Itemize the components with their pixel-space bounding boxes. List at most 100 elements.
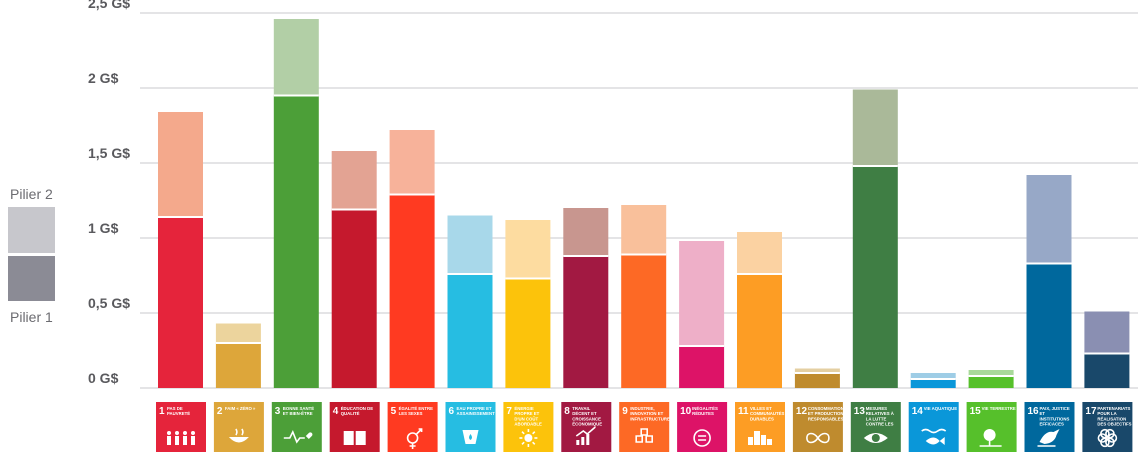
sdg-label-line: TRAVAIL bbox=[572, 406, 590, 411]
sdg-badge-14: 14 VIE AQUATIQUE bbox=[908, 402, 959, 452]
tree-crown bbox=[983, 429, 996, 441]
sdg-badge-tile bbox=[677, 402, 728, 452]
y-tick-label: 0 G$ bbox=[88, 370, 119, 386]
bar-pilier-1-sdg-5 bbox=[389, 194, 435, 388]
sdg-number: 6 bbox=[449, 406, 455, 417]
infinity-icon bbox=[806, 432, 830, 444]
y-tick-label: 2,5 G$ bbox=[88, 0, 130, 11]
bar-pilier-2-sdg-11 bbox=[737, 232, 782, 274]
bar-pilier-1-sdg-11 bbox=[737, 274, 782, 388]
figure-head bbox=[183, 431, 187, 435]
waves bbox=[921, 428, 947, 434]
sdg-number: 16 bbox=[1028, 406, 1040, 417]
sdg-number: 4 bbox=[333, 406, 339, 417]
sdg-label-line: INSTITUTIONS bbox=[1040, 416, 1070, 421]
figure-body bbox=[183, 436, 187, 445]
bar-pilier-2-sdg-14 bbox=[910, 373, 956, 379]
equal-icon bbox=[693, 429, 711, 447]
sdg-number: 3 bbox=[275, 406, 281, 417]
sdg-label-line: EAU PROPRE ET bbox=[457, 406, 492, 411]
bar-pilier-2-sdg-2 bbox=[215, 323, 261, 343]
legend-swatch-pilier-1 bbox=[8, 256, 55, 301]
fish bbox=[925, 437, 945, 445]
sdg-number: 11 bbox=[738, 406, 749, 417]
sdg-number: 10 bbox=[680, 406, 692, 417]
growth-chart-icon bbox=[575, 426, 596, 445]
heartbeat-icon bbox=[283, 430, 313, 444]
buildings bbox=[748, 431, 772, 445]
sdg-number: 14 bbox=[912, 406, 924, 417]
legend-swatch-pilier-2 bbox=[8, 207, 55, 253]
gender-icon bbox=[406, 428, 423, 449]
figure-head bbox=[191, 431, 195, 435]
bars bbox=[158, 19, 1130, 388]
sdg-label-line: VIE TERRESTRE bbox=[982, 406, 1016, 411]
sdg-label-line: ASSAINISSEMENT bbox=[457, 411, 496, 416]
sdg-badge-tile bbox=[329, 402, 380, 452]
sdg-number: 7 bbox=[506, 406, 512, 417]
sdg-label-line: LA LUTTE bbox=[866, 416, 887, 421]
sdg-label-line: ÉGALITÉ ENTRE bbox=[399, 406, 434, 411]
bar-pilier-2-sdg-12 bbox=[794, 368, 840, 373]
sdg-label-line: FAIM « ZÉRO » bbox=[225, 406, 256, 411]
sdg-label-line: DÉCENT ET bbox=[572, 411, 597, 416]
sdg-badge-2: 2 FAIM « ZÉRO » bbox=[213, 402, 264, 452]
bar-pilier-1-sdg-4 bbox=[331, 209, 377, 388]
bar-pilier-2-sdg-3 bbox=[273, 19, 319, 96]
sun-ray bbox=[521, 441, 525, 445]
sdg-number: 8 bbox=[564, 406, 570, 417]
sdg-label-line: D'UN COÛT bbox=[514, 416, 538, 421]
bar-pilier-1-sdg-3 bbox=[273, 95, 319, 388]
y-axis-ticks: 0 G$ 0,5 G$ 1 G$ 1,5 G$ 2 G$ 2,5 G$ bbox=[88, 0, 130, 386]
equal-ring bbox=[693, 429, 711, 447]
bar-pilier-1-sdg-7 bbox=[505, 278, 551, 388]
bar-pilier-2-sdg-1 bbox=[158, 112, 203, 217]
cubes-icon bbox=[635, 428, 653, 443]
sdg-number: 12 bbox=[796, 406, 808, 417]
sdg-label-line: INDUSTRIE, bbox=[630, 406, 654, 411]
globe bbox=[871, 434, 880, 442]
fish-icon bbox=[921, 428, 947, 445]
bar-pilier-2-sdg-15 bbox=[968, 370, 1014, 376]
sdg-label-line: ÉDUCATION DE bbox=[341, 406, 374, 411]
sdg-label-line: ET PRODUCTION bbox=[808, 411, 844, 416]
sdg-label-line: PARTENARIATS bbox=[1097, 406, 1130, 411]
sdg-label-line: ÉNERGIE bbox=[514, 406, 533, 411]
sdg-label-line: VILLES ET bbox=[750, 406, 772, 411]
sdg-label-line: PROPRE ET bbox=[514, 411, 539, 416]
bar-pilier-2-sdg-6 bbox=[447, 215, 493, 274]
equal-sign bbox=[698, 435, 707, 441]
figure-body bbox=[167, 436, 171, 445]
water-drop-icon bbox=[462, 430, 479, 444]
bar-pilier-1-sdg-9 bbox=[621, 254, 667, 388]
sdg-number: 2 bbox=[217, 406, 223, 417]
sdg-badge-tile bbox=[1082, 402, 1133, 452]
legend-label-pilier-1: Pilier 1 bbox=[10, 309, 53, 325]
city-icon bbox=[748, 431, 772, 445]
figure-body bbox=[175, 436, 179, 445]
bar-pilier-1-sdg-13 bbox=[852, 166, 898, 388]
y-tick-label: 0,5 G$ bbox=[88, 295, 130, 311]
bar-pilier-1-sdg-15 bbox=[968, 376, 1014, 388]
y-tick-label: 1,5 G$ bbox=[88, 145, 130, 161]
sdg-label-line: CONTRE LES bbox=[866, 422, 894, 427]
bowl bbox=[228, 437, 249, 443]
flower-ring-icon bbox=[1097, 428, 1118, 448]
growth-arrow bbox=[575, 426, 596, 437]
sdg-label-line: ET bbox=[1040, 411, 1046, 416]
legend: Pilier 2 Pilier 1 bbox=[8, 186, 55, 325]
sdg-badge-tile bbox=[271, 402, 322, 452]
sdg-label-line: POUR LA bbox=[1097, 411, 1116, 416]
bar-pilier-2-sdg-17 bbox=[1084, 311, 1130, 354]
